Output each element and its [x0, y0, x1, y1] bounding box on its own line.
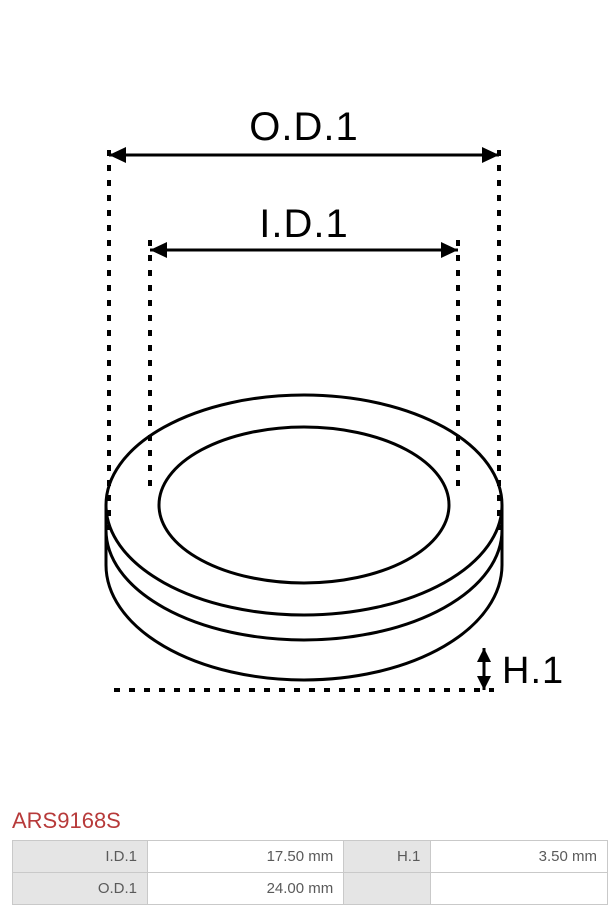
ring-dimension-svg	[54, 100, 554, 720]
spec-label: I.D.1	[13, 841, 148, 873]
spec-value: 17.50 mm	[148, 841, 344, 873]
od-dimension-label: O.D.1	[0, 105, 608, 150]
spec-label: O.D.1	[13, 873, 148, 905]
id-dimension-label: I.D.1	[0, 202, 608, 247]
table-row: I.D.1 17.50 mm H.1 3.50 mm	[13, 841, 608, 873]
spec-value	[431, 873, 608, 905]
spec-value: 24.00 mm	[148, 873, 344, 905]
h-dimension-label: H.1	[502, 650, 564, 693]
part-number-title: ARS9168S	[12, 808, 121, 834]
table-row: O.D.1 24.00 mm	[13, 873, 608, 905]
spec-label: H.1	[344, 841, 431, 873]
dimension-diagram: O.D.1 I.D.1 H.1	[0, 0, 608, 798]
spec-value: 3.50 mm	[431, 841, 608, 873]
specs-table: I.D.1 17.50 mm H.1 3.50 mm O.D.1 24.00 m…	[12, 840, 608, 905]
spec-label	[344, 873, 431, 905]
